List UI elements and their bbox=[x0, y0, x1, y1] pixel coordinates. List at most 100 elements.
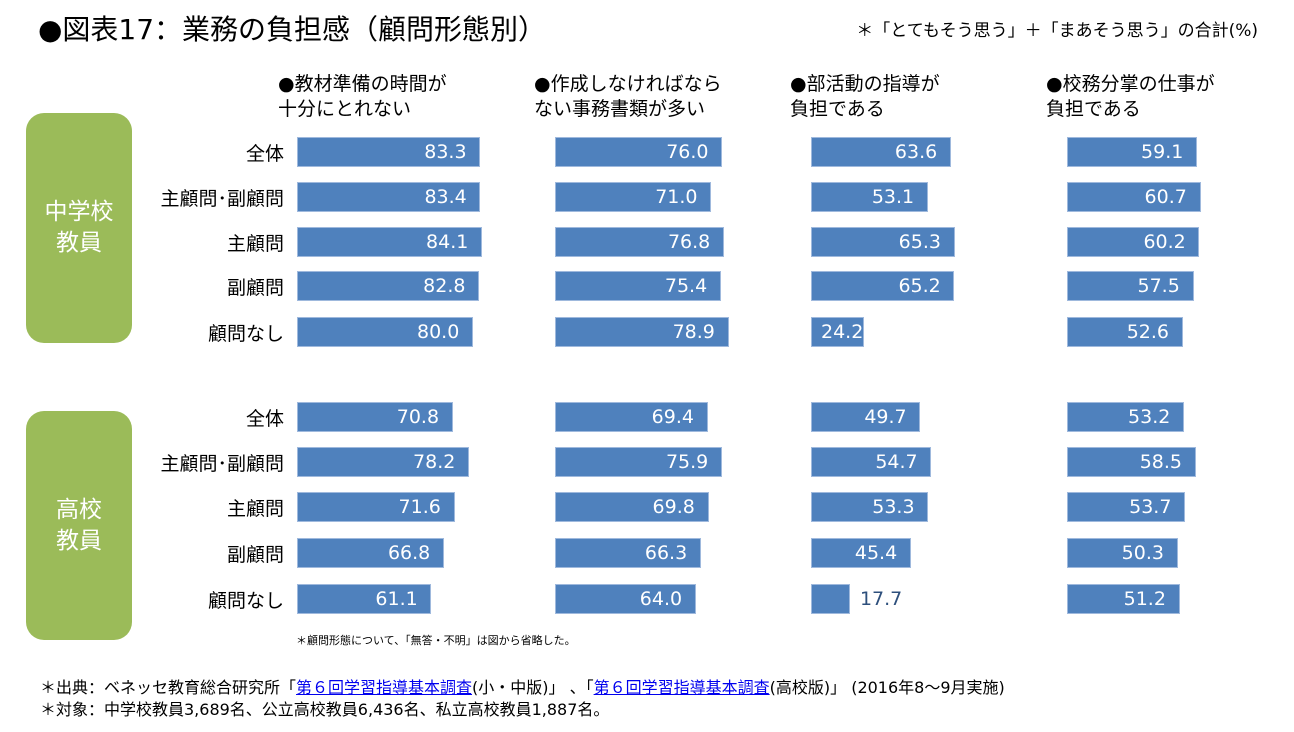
bar-value-label: 76.0 bbox=[666, 141, 709, 163]
bar-value-label: 24.2 bbox=[821, 321, 864, 343]
bar bbox=[811, 402, 921, 432]
bar-value-label: 69.4 bbox=[651, 406, 694, 428]
bar bbox=[555, 447, 722, 477]
footnote-omitted: ＊顧問形態について、「無答・不明」は図から省略した。 bbox=[296, 634, 576, 647]
bar bbox=[297, 447, 470, 477]
source-line: ＊出典：ベネッセ教育総合研究所「第６回学習指導基本調査(小・中版)」 、「第６回… bbox=[40, 677, 1005, 699]
bar-value-label: 53.7 bbox=[1129, 496, 1172, 518]
bar-value-label: 64.0 bbox=[639, 588, 683, 610]
panel-title-1: ●教材準備の時間が 十分にとれない bbox=[278, 73, 447, 120]
bar-value-label: 50.3 bbox=[1121, 542, 1164, 564]
bar bbox=[297, 538, 444, 568]
category-label: 主顧問･副顧問 bbox=[160, 453, 284, 475]
survey-link-junior-high[interactable]: 第６回学習指導基本調査 bbox=[296, 678, 473, 697]
bar-value-label: 78.9 bbox=[672, 321, 715, 343]
bar-value-label: 54.7 bbox=[875, 451, 918, 473]
bar bbox=[811, 584, 850, 614]
bar-value-label: 60.7 bbox=[1144, 186, 1187, 208]
bar-value-label: 61.1 bbox=[375, 588, 418, 610]
bar bbox=[811, 317, 865, 347]
category-label: 全体 bbox=[245, 143, 284, 165]
source-mid: (小・中版)」 、「 bbox=[472, 678, 594, 697]
bar bbox=[555, 227, 724, 257]
target-line: ＊対象：中学校教員3,689名、公立高校教員6,436名、私立高校教員1,887… bbox=[40, 700, 610, 719]
bar bbox=[811, 137, 951, 167]
bar-value-label: 80.0 bbox=[417, 321, 460, 343]
bar bbox=[1067, 584, 1180, 614]
bar bbox=[297, 402, 453, 432]
bar bbox=[811, 447, 932, 477]
bar-value-label: 71.6 bbox=[398, 496, 441, 518]
bar bbox=[555, 584, 696, 614]
bar bbox=[811, 271, 955, 301]
bar bbox=[555, 137, 723, 167]
source-block: ＊出典：ベネッセ教育総合研究所「第６回学習指導基本調査(小・中版)」 、「第６回… bbox=[40, 677, 1005, 721]
bar bbox=[297, 317, 473, 347]
bar bbox=[1067, 538, 1178, 568]
bar-value-label: 53.3 bbox=[872, 496, 915, 518]
bar-value-label: 69.8 bbox=[652, 496, 695, 518]
bar bbox=[555, 492, 709, 522]
group-label-high-school: 高校 教員 bbox=[26, 411, 132, 640]
category-label: 顧問なし bbox=[207, 590, 284, 612]
panel-title-2: ●作成しなければなら ない事務書類が多い bbox=[534, 73, 722, 120]
bar bbox=[297, 492, 455, 522]
panel-title-3: ●部活動の指導が 負担である bbox=[790, 73, 940, 120]
bar bbox=[555, 317, 729, 347]
category-label: 副顧問 bbox=[226, 277, 284, 299]
bar-value-label: 65.2 bbox=[898, 275, 941, 297]
bar-value-label: 63.6 bbox=[894, 141, 938, 163]
bar bbox=[811, 182, 928, 212]
bar-value-label: 49.7 bbox=[864, 406, 907, 428]
bar-value-label: 59.1 bbox=[1141, 141, 1184, 163]
bar-value-label: 66.8 bbox=[387, 542, 431, 564]
bar bbox=[811, 227, 955, 257]
bar-value-label: 58.5 bbox=[1139, 451, 1182, 473]
bar-value-label: 65.3 bbox=[898, 231, 941, 253]
bar bbox=[555, 182, 712, 212]
bar bbox=[811, 538, 911, 568]
bar bbox=[297, 271, 480, 301]
bar bbox=[297, 584, 432, 614]
bar-value-label: 83.3 bbox=[424, 141, 467, 163]
figure-title: ●図表17：業務の負担感（顧問形態別） bbox=[38, 13, 547, 46]
panel-title-4: ●校務分掌の仕事が 負担である bbox=[1046, 73, 1215, 120]
bar bbox=[1067, 317, 1183, 347]
bar bbox=[1067, 402, 1185, 432]
bar bbox=[555, 271, 721, 301]
bar bbox=[811, 492, 929, 522]
bar-value-label: 78.2 bbox=[413, 451, 456, 473]
bar bbox=[297, 182, 481, 212]
source-suffix: (高校版)」 (2016年8～9月実施) bbox=[769, 678, 1005, 697]
bar-value-label: 45.4 bbox=[854, 542, 898, 564]
bar bbox=[555, 538, 701, 568]
category-label: 全体 bbox=[245, 408, 284, 430]
bar-value-label: 83.4 bbox=[424, 186, 467, 208]
unit-note: ＊「とてもそう思う」＋「まあそう思う」の合計(%) bbox=[856, 21, 1258, 41]
bar-value-label: 57.5 bbox=[1137, 275, 1180, 297]
bar bbox=[1067, 447, 1196, 477]
category-label: 主顧問･副顧問 bbox=[160, 188, 284, 210]
bar-value-label: 84.1 bbox=[426, 231, 469, 253]
source-prefix: ＊出典：ベネッセ教育総合研究所「 bbox=[40, 678, 297, 697]
bar-value-label: 71.0 bbox=[655, 186, 698, 208]
bar bbox=[1067, 182, 1201, 212]
category-label: 副顧問 bbox=[226, 544, 284, 566]
bar-value-label: 70.8 bbox=[396, 406, 440, 428]
bar-value-label: 75.9 bbox=[665, 451, 709, 473]
bar-value-label: 53.1 bbox=[871, 186, 915, 208]
bar-value-label: 52.6 bbox=[1126, 321, 1170, 343]
bar bbox=[297, 137, 481, 167]
category-label: 顧問なし bbox=[207, 323, 284, 345]
bar bbox=[297, 227, 483, 257]
category-label: 主顧問 bbox=[226, 498, 284, 520]
bar-value-label: 82.8 bbox=[423, 275, 466, 297]
bar bbox=[1067, 137, 1198, 167]
bar bbox=[555, 402, 708, 432]
bar-value-label: 51.2 bbox=[1123, 588, 1166, 610]
bar bbox=[1067, 492, 1186, 522]
survey-link-high-school[interactable]: 第６回学習指導基本調査 bbox=[593, 678, 770, 697]
bar-value-label: 66.3 bbox=[644, 542, 688, 564]
bar bbox=[1067, 271, 1194, 301]
group-label-junior-high: 中学校 教員 bbox=[26, 113, 132, 343]
